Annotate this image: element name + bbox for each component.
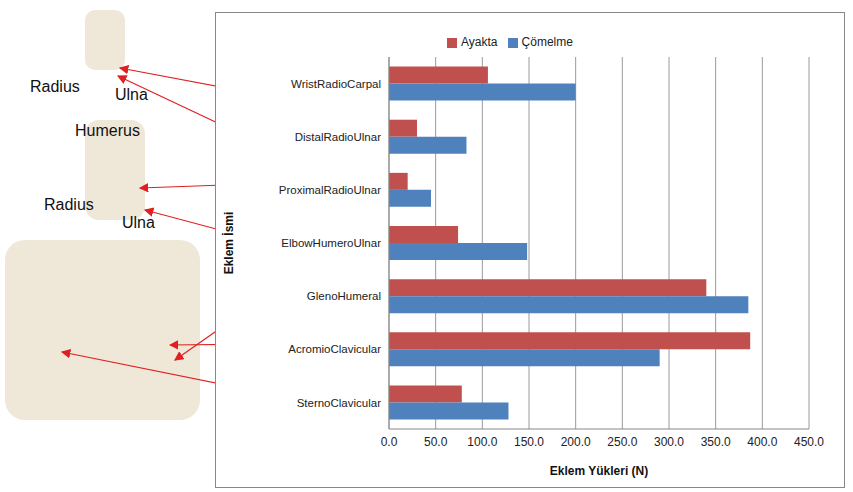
html-text:Ayakta: Ayakta xyxy=(461,35,498,49)
svg-text:AcromioClavicular: AcromioClavicular xyxy=(288,343,381,355)
svg-text:WristRadioCarpal: WristRadioCarpal xyxy=(291,78,381,90)
svg-text:0.0: 0.0 xyxy=(381,435,398,449)
svg-text:Radius: Radius xyxy=(30,78,80,95)
svg-text:Ulna: Ulna xyxy=(122,214,155,231)
svg-text:Eklem Yükleri (N): Eklem Yükleri (N) xyxy=(550,464,648,478)
svg-text:50.0: 50.0 xyxy=(424,435,448,449)
svg-text:Ulna: Ulna xyxy=(115,86,148,103)
svg-text:ElbowHumeroUlnar: ElbowHumeroUlnar xyxy=(281,237,381,249)
svg-text:SternoClavicular: SternoClavicular xyxy=(297,397,382,409)
svg-text:100.0: 100.0 xyxy=(467,435,497,449)
html-text:Çömelme: Çömelme xyxy=(521,35,573,49)
svg-text:250.0: 250.0 xyxy=(607,435,637,449)
svg-text:150.0: 150.0 xyxy=(514,435,544,449)
svg-text:Humerus: Humerus xyxy=(75,122,140,139)
svg-text:200.0: 200.0 xyxy=(561,435,591,449)
svg-text:Radius: Radius xyxy=(44,196,94,213)
svg-text:ProximalRadioUlnar: ProximalRadioUlnar xyxy=(279,184,381,196)
svg-text:450.0: 450.0 xyxy=(794,435,824,449)
svg-text:Eklem İsmi: Eklem İsmi xyxy=(221,212,236,275)
svg-text:DistalRadioUlnar: DistalRadioUlnar xyxy=(295,131,381,143)
svg-text:350.0: 350.0 xyxy=(701,435,731,449)
svg-text:GlenoHumeral: GlenoHumeral xyxy=(307,290,381,302)
svg-text:300.0: 300.0 xyxy=(654,435,684,449)
svg-text:400.0: 400.0 xyxy=(747,435,777,449)
